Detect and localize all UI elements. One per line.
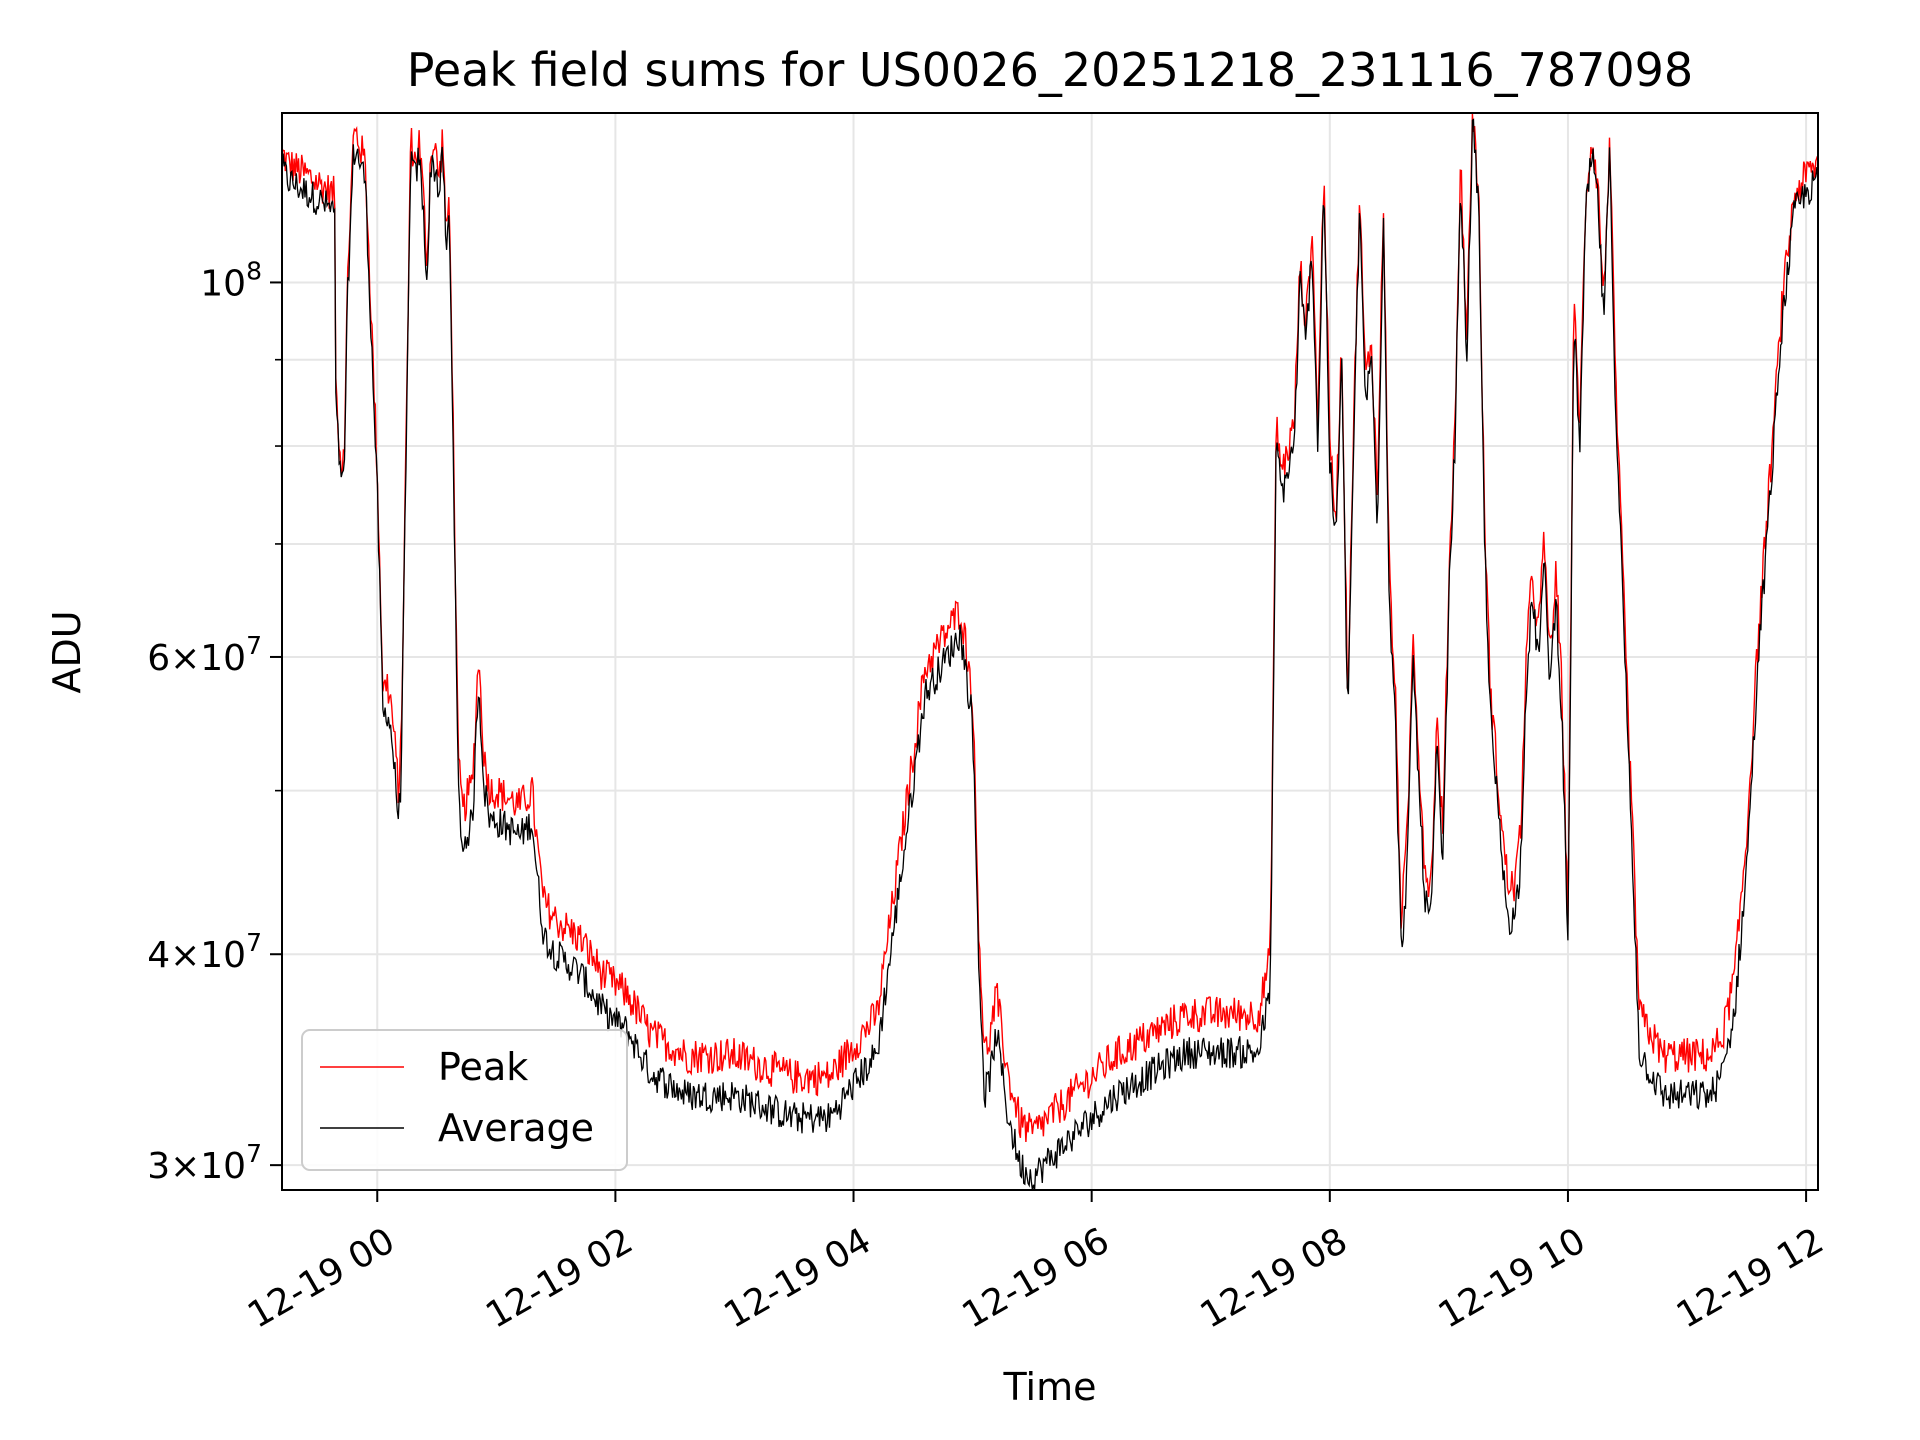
legend: Peak Average xyxy=(301,1029,628,1171)
legend-label-peak: Peak xyxy=(438,1045,528,1089)
y-tick-label: 6×107 xyxy=(147,631,262,679)
legend-box xyxy=(301,1029,628,1171)
x-axis-label: Time xyxy=(1003,1365,1097,1409)
chart-title: Peak field sums for US0026_20251218_2311… xyxy=(407,43,1693,97)
plot-frame xyxy=(281,112,1819,1191)
y-tick-label: 3×107 xyxy=(147,1139,262,1187)
y-tick-label: 4×107 xyxy=(147,928,262,976)
series-peak-line xyxy=(281,113,1819,1143)
legend-label-average: Average xyxy=(438,1106,594,1150)
y-axis-label: ADU xyxy=(45,610,89,693)
gridlines xyxy=(282,113,1818,1190)
y-tick-label: 108 xyxy=(200,256,262,304)
series-average-line xyxy=(281,118,1819,1191)
series-lines xyxy=(281,113,1819,1191)
y-axis-ticks: 3×107 4×107 6×107 108 xyxy=(147,256,282,1187)
